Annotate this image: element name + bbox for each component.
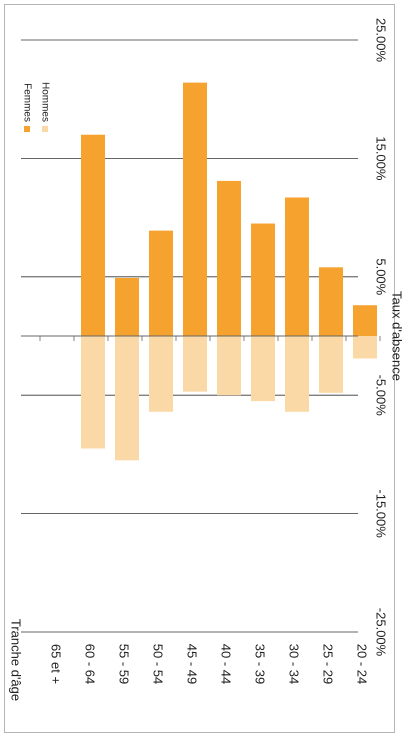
category-axis-title: Tranche d'âge: [9, 619, 24, 701]
category-label: 35 - 39: [253, 644, 268, 684]
bar-femmes-4: [183, 82, 207, 337]
bar-femmes-9: [353, 305, 377, 336]
bar-hommes-9: [353, 336, 377, 359]
legend: Femmes Hommes: [22, 82, 51, 132]
bars: [39, 82, 381, 461]
bar-femmes-7: [285, 197, 309, 336]
legend-swatch-hommes: [42, 126, 48, 132]
bar-hommes-4: [183, 336, 207, 392]
category-label: 20 - 24: [355, 644, 370, 684]
value-tick-label: -15.00%: [374, 489, 389, 538]
legend-label-femmes: Femmes: [22, 83, 33, 122]
value-tick-label: -5.00%: [374, 375, 389, 417]
value-axis-title: Taux d'absence: [390, 291, 402, 381]
bar-hommes-6: [251, 336, 275, 402]
bar-hommes-7: [285, 336, 309, 412]
value-tick-label: -25.00%: [374, 608, 389, 657]
bar-femmes-3: [149, 230, 173, 336]
bar-hommes-8: [319, 336, 343, 393]
value-tick-labels: -25.00% -15.00% -5.00% 5.00% 15.00% 25.00%: [374, 18, 389, 657]
bar-hommes-5: [217, 336, 241, 396]
legend-swatch-femmes: [24, 126, 30, 132]
bar-femmes-8: [319, 267, 343, 336]
value-tick-label: 5.00%: [374, 258, 389, 295]
category-label: 65 et +: [49, 644, 64, 684]
bar-hommes-2: [115, 336, 139, 461]
bar-hommes-1: [81, 336, 105, 449]
category-label: 60 - 64: [83, 644, 98, 684]
bar-femmes-1: [81, 134, 105, 336]
category-labels: 65 et + 60 - 64 55 - 59 50 - 54 45 - 49 40 - …: [49, 644, 370, 684]
value-tick-label: 25.00%: [374, 18, 389, 63]
category-label: 40 - 44: [219, 644, 234, 684]
category-label: 55 - 59: [117, 644, 132, 684]
category-label: 25 - 29: [321, 644, 336, 684]
bar-femmes-5: [217, 180, 241, 336]
bar-femmes-2: [115, 277, 139, 336]
bar-hommes-3: [149, 336, 173, 412]
category-label: 50 - 54: [151, 644, 166, 684]
category-label: 45 - 49: [185, 644, 200, 684]
legend-label-hommes: Hommes: [40, 82, 51, 122]
category-label: 30 - 34: [287, 644, 302, 684]
value-tick-label: 15.00%: [374, 136, 389, 181]
bar-femmes-6: [251, 223, 275, 336]
